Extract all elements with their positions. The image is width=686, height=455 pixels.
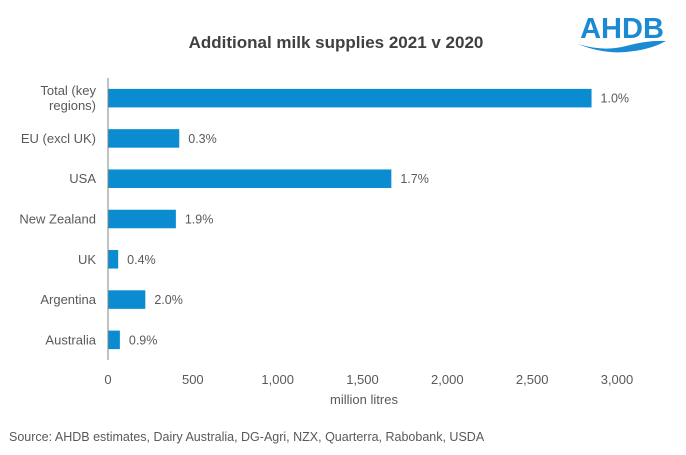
bar-4	[108, 250, 119, 269]
data-label-4: 0.4%	[127, 253, 155, 267]
x-tick-label-2: 1,000	[261, 372, 294, 387]
category-labels: Total (key regions) EU (excl UK) USA New Zea…	[19, 83, 96, 347]
data-label-6: 0.9%	[129, 333, 158, 347]
bar-6	[108, 330, 120, 350]
x-tick-label-6: 3,000	[601, 372, 634, 387]
bar-chart: Additional milk supplies 2021 v 2020 Tot…	[19, 33, 633, 407]
category-label-1: EU (excl UK)	[21, 131, 96, 146]
x-axis-ticks: 0 500 1,000 1,500 2,000 2,500 3,000	[104, 372, 633, 387]
x-tick-label-5: 2,500	[516, 372, 549, 387]
data-labels: 1.0% 0.3% 1.7% 1.9% 0.4% 2.0% 0.9%	[127, 92, 629, 348]
bar-3	[108, 209, 176, 229]
category-label-4: UK	[78, 252, 96, 267]
ahdb-logo: AHDB	[574, 8, 670, 58]
x-axis-label: million litres	[330, 392, 398, 407]
x-tick-label-1: 500	[182, 372, 204, 387]
data-label-0: 1.0%	[601, 92, 630, 106]
x-tick-label-0: 0	[104, 372, 111, 387]
category-label-6: Australia	[45, 332, 96, 347]
category-label-0: Total (key regions)	[40, 83, 96, 113]
x-tick-label-3: 1,500	[346, 372, 379, 387]
category-label-5: Argentina	[40, 292, 96, 307]
source-note: Source: AHDB estimates, Dairy Australia,…	[9, 430, 485, 444]
chart-title: Additional milk supplies 2021 v 2020	[189, 33, 484, 52]
bar-0	[108, 88, 592, 108]
data-label-1: 0.3%	[188, 132, 217, 146]
data-label-5: 2.0%	[154, 293, 183, 307]
data-label-3: 1.9%	[185, 213, 214, 227]
bar-5	[108, 290, 146, 309]
category-label-2: USA	[69, 171, 96, 186]
logo-wave-icon	[578, 40, 666, 53]
data-label-2: 1.7%	[400, 172, 429, 186]
bar-2	[108, 169, 392, 188]
category-label-3: New Zealand	[19, 212, 96, 227]
bar-1	[108, 129, 180, 148]
ahdb-logo-graphic: AHDB	[578, 13, 666, 53]
x-tick-label-4: 2,000	[431, 372, 464, 387]
logo-text: AHDB	[580, 13, 664, 45]
bars-group	[108, 88, 592, 350]
